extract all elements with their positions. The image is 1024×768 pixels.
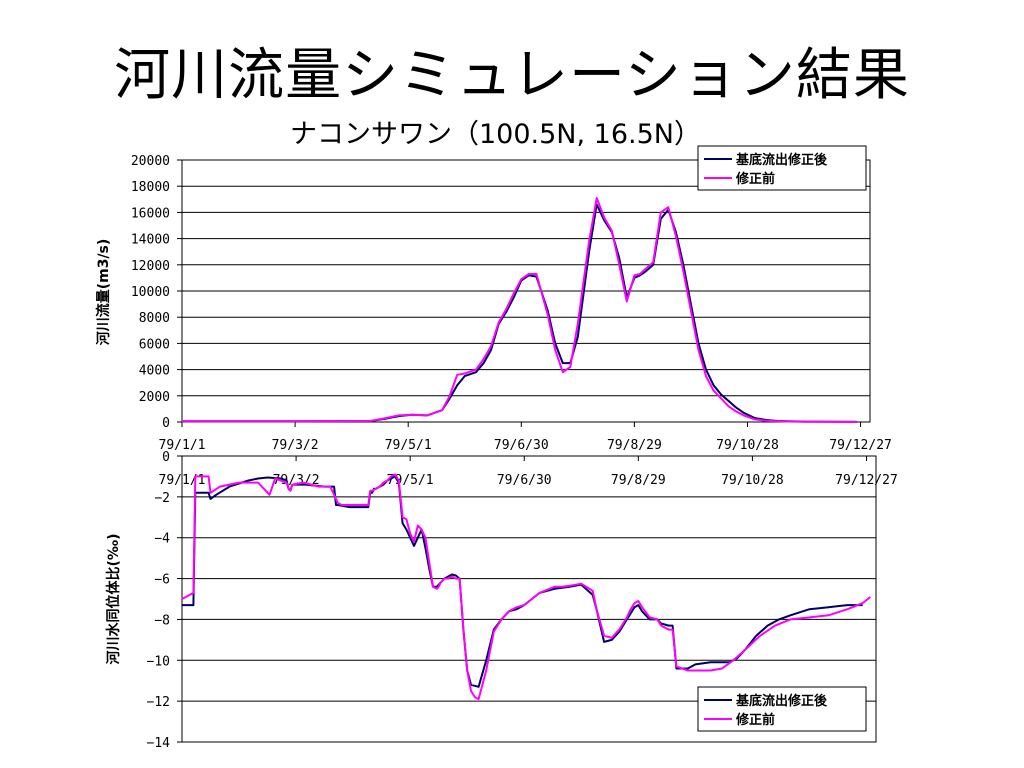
y-tick-label: 2000 [139,390,170,405]
plot-frame [181,159,871,423]
series-line-corrected [181,203,857,423]
y-tick-label: −10 [147,654,170,669]
y-tick-label: −4 [154,532,170,547]
chart-subtitle: ナコンサワン（100.5N, 16.5N） [290,119,701,150]
series-line-corrected [182,475,863,688]
y-tick-label: 18000 [131,180,170,195]
x-tick-label: 79/6/30 [497,473,552,488]
x-tick-label: 79/5/1 [385,438,432,453]
x-tick-label: 79/3/2 [272,438,319,453]
y-tick-label: −14 [147,736,171,751]
legend-label: 修正前 [735,712,775,728]
y-tick-label: 0 [162,450,170,465]
y-axis-label: 河川流量(m3/s) [95,239,112,346]
x-tick-label: 79/8/29 [607,438,662,453]
y-tick-label: −6 [154,573,170,588]
y-tick-label: 0 [162,416,170,431]
y-tick-label: 6000 [139,337,170,352]
x-tick-label: 79/10/28 [716,438,779,453]
legend-box [697,145,867,191]
y-tick-label: 10000 [131,285,170,300]
y-tick-label: −2 [154,491,170,506]
x-tick-label: 79/10/28 [721,473,784,488]
y-tick-label: −12 [147,695,170,710]
y-tick-label: 8000 [139,311,170,326]
y-tick-label: 12000 [131,259,170,274]
legend-label: 修正前 [735,171,775,187]
legend-box [697,686,867,732]
y-tick-label: 14000 [131,233,170,248]
page-title: 河川流量シミュレーション結果 [114,43,910,108]
legend-label: 基底流出修正後 [735,152,828,168]
y-tick-label: 16000 [131,206,170,221]
y-tick-label: 4000 [139,364,170,379]
series-line-uncorrected [181,197,857,423]
x-tick-label: 79/1/1 [159,473,206,488]
y-axis-label: 河川水同位体比(‰) [105,534,122,665]
y-tick-label: −8 [154,613,170,628]
series-line-uncorrected [181,473,871,701]
discharge-chart: 0 2000 4000 6000 8000 10000 12000 14000 16000 180… [95,145,892,453]
legend-label: 基底流出修正後 [735,693,828,709]
y-tick-label: 20000 [131,154,170,169]
x-tick-label: 79/1/1 [159,438,206,453]
x-tick-label: 79/12/27 [829,438,892,453]
x-tick-label: 79/6/30 [494,438,549,453]
x-tick-label: 79/12/27 [835,473,898,488]
x-tick-label: 79/8/29 [611,473,666,488]
